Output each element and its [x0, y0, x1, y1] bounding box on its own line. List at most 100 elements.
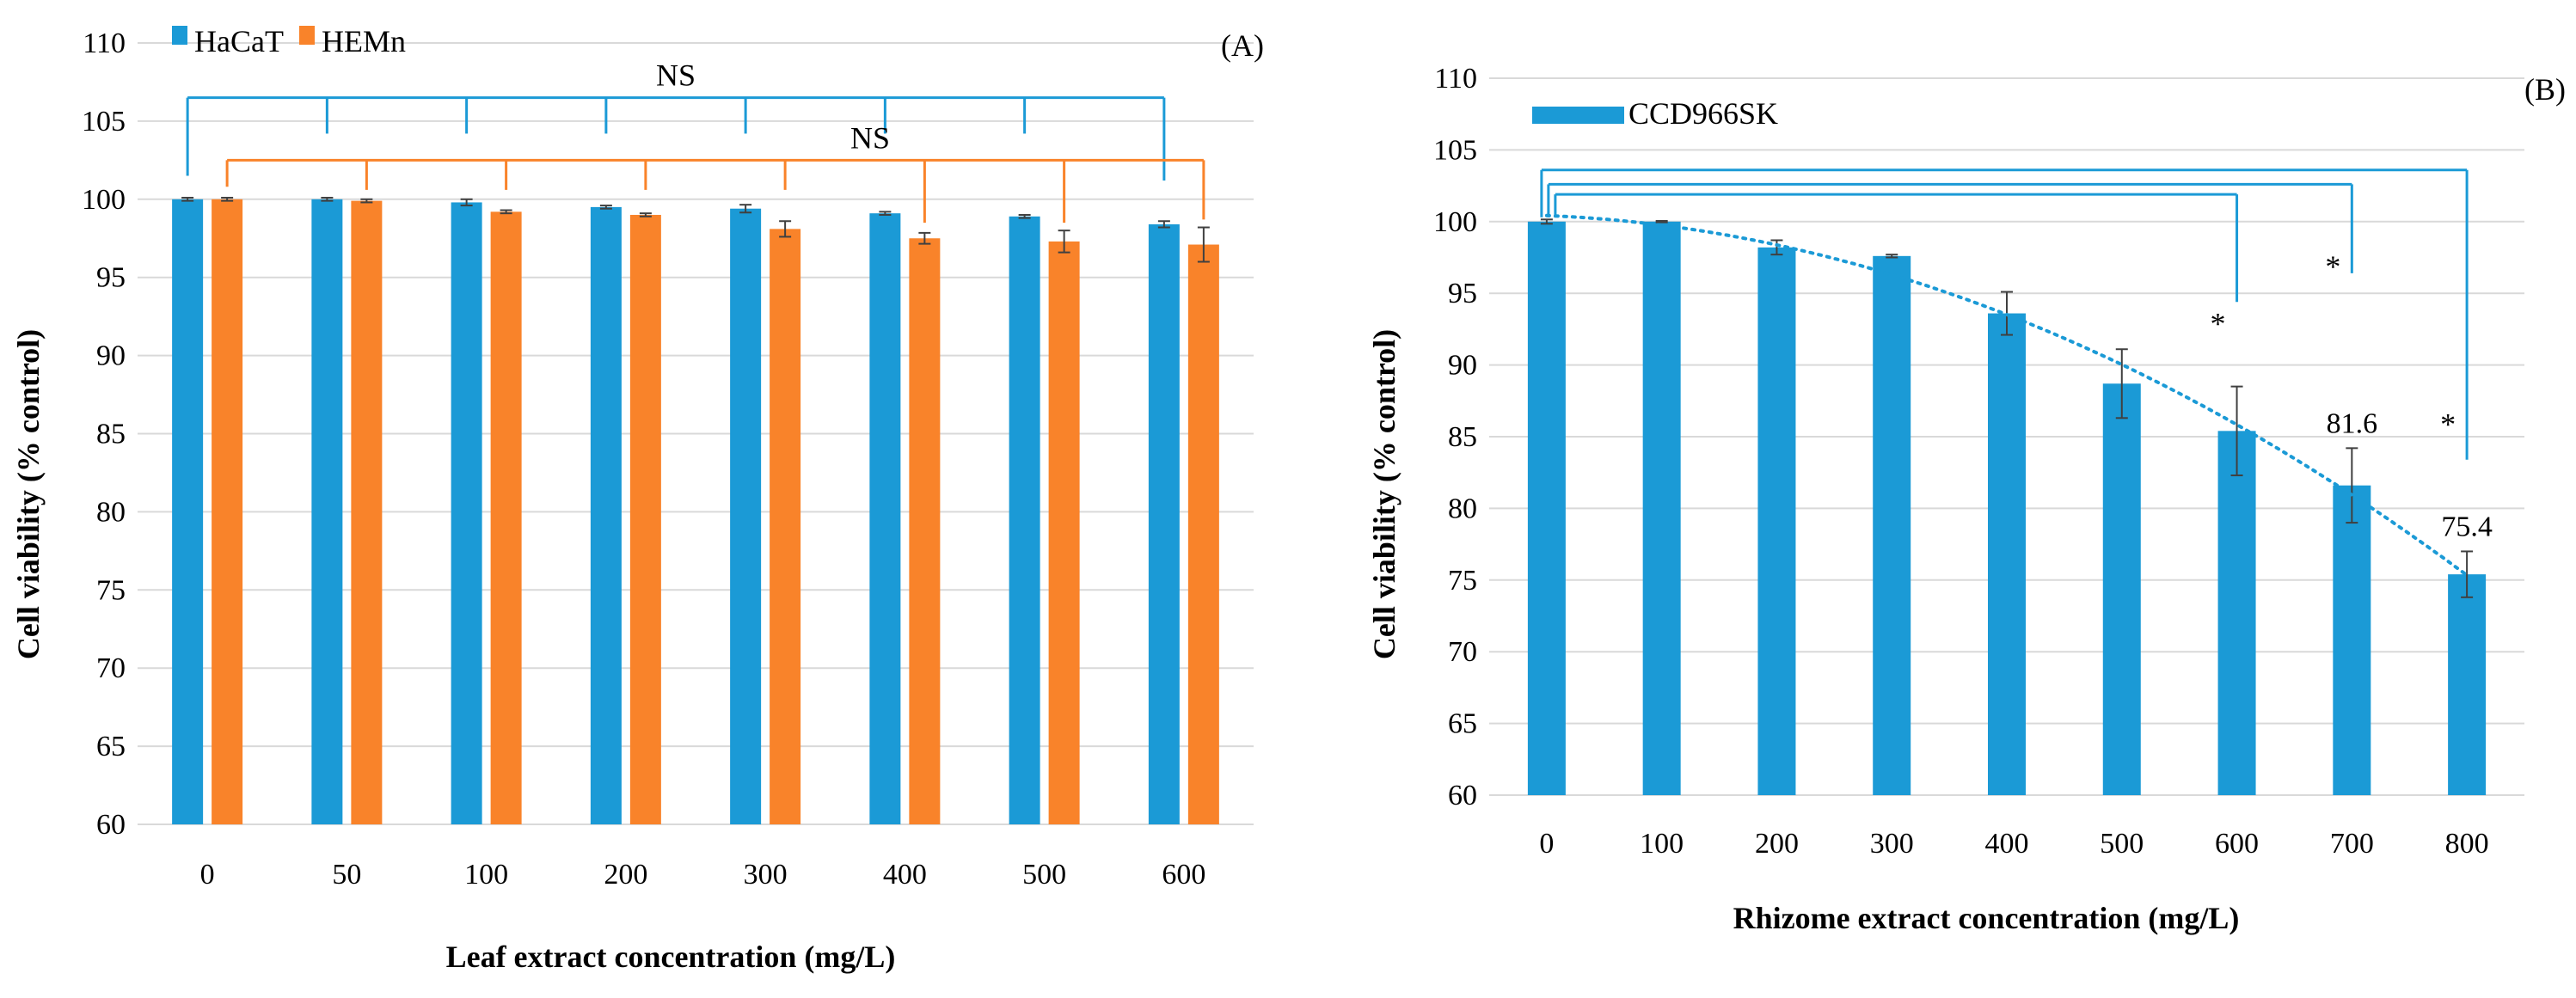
panel-b-y-tick-60: 60	[1448, 780, 1477, 811]
legend-label-hemn: HEMn	[322, 24, 406, 58]
panel-a-y-tick-110: 110	[83, 28, 126, 59]
panel-a-brackets: NS NS	[186, 58, 1205, 223]
bar-hemn-200	[629, 214, 661, 825]
bar-hacat-400	[869, 213, 901, 825]
significance-label-hemn: NS	[850, 120, 890, 155]
panel-b-tag: (B)	[2524, 72, 2566, 107]
panel-a-x-tick-500: 500	[1022, 859, 1066, 891]
significance-star-800: *	[2440, 407, 2456, 441]
bar-ccd966sk-500	[2102, 383, 2141, 795]
bar-hacat-100	[451, 202, 482, 824]
error-bar-hacat-100	[460, 198, 473, 207]
bar-hacat-600	[1148, 223, 1180, 824]
error-bar-hemn-300	[779, 220, 792, 238]
legend-swatch-hacat	[172, 26, 187, 45]
panel-a-x-tick-300: 300	[744, 859, 788, 891]
panel-a-legend: HaCaT HEMn	[172, 24, 406, 58]
panel-b-y-tick-80: 80	[1448, 493, 1477, 524]
panel-b-x-tick-0: 0	[1539, 828, 1554, 860]
bar-ccd966sk-800	[2448, 574, 2487, 795]
error-bar-ccd966sk-600	[2230, 385, 2243, 477]
bar-hacat-300	[730, 208, 762, 824]
panel-b-y-tick-90: 90	[1448, 350, 1477, 382]
panel-a-x-tick-600: 600	[1162, 859, 1205, 891]
error-bar-hacat-300	[739, 204, 752, 214]
panel-b-y-tick-75: 75	[1448, 565, 1477, 597]
error-bar-hacat-500	[1018, 213, 1031, 219]
error-bar-hacat-0	[181, 196, 194, 202]
panel-a-y-axis-title: Cell viability (% control)	[11, 329, 46, 659]
significance-bracket-hacat: NS	[186, 58, 1166, 181]
panel-a-y-tick-70: 70	[96, 652, 126, 684]
panel-a-y-tick-75: 75	[96, 574, 126, 606]
panel-a-x-axis-title: Leaf extract concentration (mg/L)	[446, 940, 896, 974]
panel-b-legend: CCD966SK	[1532, 96, 1778, 131]
panel-a-x-tick-200: 200	[604, 859, 647, 891]
legend-label-hacat: HaCaT	[194, 24, 284, 58]
error-bar-hemn-100	[500, 209, 512, 215]
panel-b-chart: 60 65 70 75 80 85 90 95 100 105 110 0 100 200 300 400 50…	[1367, 63, 2566, 935]
panel-a-y-tick-100: 100	[82, 184, 126, 216]
panel-b-x-tick-400: 400	[1985, 828, 2029, 860]
panel-a-y-tick-60: 60	[96, 809, 126, 841]
panel-a-bars	[172, 196, 1219, 825]
bar-hacat-0	[172, 199, 204, 825]
panel-b-brackets: * * *	[1540, 168, 2469, 460]
bar-ccd966sk-0	[1527, 221, 1566, 795]
error-bar-ccd966sk-0	[1540, 218, 1553, 225]
bar-hemn-50	[351, 200, 383, 825]
error-bar-ccd966sk-300	[1886, 254, 1898, 259]
bar-ccd966sk-400	[1988, 313, 2026, 795]
bar-hacat-200	[590, 206, 622, 824]
data-label-700: 81.6	[2327, 407, 2378, 439]
bar-hemn-500	[1048, 241, 1080, 824]
panel-a-y-tick-95: 95	[96, 262, 126, 294]
panel-b-x-tick-200: 200	[1755, 828, 1799, 860]
bar-hacat-500	[1009, 216, 1040, 825]
panel-a-tag: (A)	[1221, 28, 1264, 63]
panel-b-y-tick-65: 65	[1448, 708, 1477, 740]
panel-b-x-tick-500: 500	[2100, 828, 2144, 860]
panel-b-y-tick-105: 105	[1433, 134, 1477, 166]
panel-a-x-tick-0: 0	[200, 859, 215, 891]
bar-hacat-50	[311, 199, 343, 825]
error-bar-ccd966sk-200	[1770, 239, 1783, 256]
error-bar-hemn-0	[221, 196, 234, 202]
error-bar-hemn-400	[918, 231, 931, 245]
panel-b-y-axis-title: Cell viability (% control)	[1367, 329, 1401, 659]
significance-bracket-hemn: NS	[225, 120, 1205, 223]
bar-hemn-0	[212, 199, 243, 825]
data-label-800: 75.4	[2441, 511, 2493, 542]
panel-b-y-tick-110: 110	[1434, 63, 1477, 95]
error-bar-hemn-600	[1197, 226, 1210, 263]
bar-ccd966sk-300	[1873, 255, 1911, 795]
error-bar-hacat-400	[879, 211, 892, 216]
panel-b-bars: 81.6 75.4	[1527, 213, 2493, 796]
error-bar-hemn-500	[1058, 230, 1070, 254]
panel-b-x-tick-100: 100	[1640, 828, 1684, 860]
trendline-ccd966sk	[1544, 213, 2469, 578]
bar-hemn-400	[909, 238, 941, 824]
panel-b-x-tick-700: 700	[2330, 828, 2374, 860]
bar-ccd966sk-200	[1757, 247, 1796, 796]
error-bar-ccd966sk-100	[1655, 219, 1668, 223]
panel-a-chart: 60 65 70 75 80 85 90 95 100 105 110 0 50 100 200 300 400…	[11, 24, 1264, 974]
bar-ccd966sk-100	[1642, 221, 1681, 795]
legend-label-ccd966sk: CCD966SK	[1628, 96, 1778, 131]
significance-star-600: *	[2211, 307, 2226, 341]
bar-hemn-100	[490, 211, 522, 824]
panel-b-x-tick-600: 600	[2215, 828, 2259, 860]
significance-label-hacat: NS	[656, 58, 696, 93]
bar-hemn-600	[1187, 244, 1219, 825]
error-bar-ccd966sk-500	[2115, 348, 2128, 419]
error-bar-hemn-200	[639, 212, 652, 217]
error-bar-hacat-50	[321, 196, 334, 202]
error-bar-hemn-50	[360, 198, 373, 204]
panel-b-x-tick-800: 800	[2445, 828, 2489, 860]
panel-a-y-tick-90: 90	[96, 340, 126, 372]
panel-b-y-tick-85: 85	[1448, 421, 1477, 453]
panel-b-y-tick-95: 95	[1448, 278, 1477, 309]
panel-a-x-tick-400: 400	[883, 859, 927, 891]
significance-bracket-0-700: *	[1547, 182, 2353, 284]
